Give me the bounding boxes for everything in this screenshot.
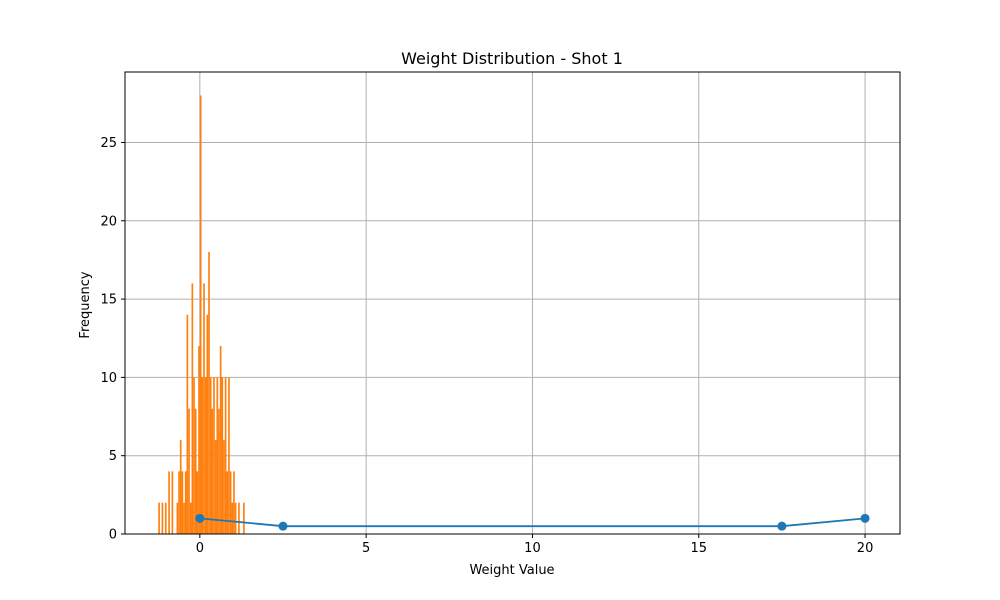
histogram-bar <box>191 283 194 534</box>
y-tick-label: 20 <box>100 214 117 229</box>
series-point <box>195 513 205 523</box>
series-line <box>199 517 866 528</box>
x-tick-label: 10 <box>524 541 541 556</box>
histogram-bar <box>158 502 160 534</box>
histogram-bar <box>188 408 190 534</box>
x-tick-label: 5 <box>362 541 370 556</box>
y-tick-label: 15 <box>100 293 117 308</box>
histogram-bar <box>233 471 235 534</box>
histogram-bar <box>161 502 164 534</box>
histogram-bar <box>179 440 182 534</box>
histogram-bar <box>213 377 215 534</box>
histogram-bar <box>219 346 222 534</box>
histogram-bar <box>231 502 234 534</box>
histogram-bar <box>184 471 187 534</box>
histogram-bar <box>214 440 217 534</box>
histogram-bar <box>204 377 207 534</box>
histogram-bar <box>171 471 174 534</box>
histogram-bar <box>183 502 185 534</box>
histogram-bar <box>186 314 189 534</box>
histogram-bars <box>158 95 245 535</box>
histogram-bar <box>199 95 202 535</box>
x-tick-label: 20 <box>857 541 874 556</box>
histogram-bar <box>208 252 210 535</box>
x-axis-label: Weight Value <box>469 563 554 578</box>
histogram-bar <box>201 377 204 534</box>
histogram-bar <box>164 502 167 534</box>
axis-ticks: 0 5 10 15 20 0 5 10 15 20 25 <box>100 136 873 556</box>
histogram-bar <box>203 283 205 534</box>
histogram-bar <box>216 377 219 534</box>
histogram-bar <box>209 377 212 534</box>
histogram-bar <box>228 377 230 534</box>
histogram-bar <box>243 502 245 534</box>
histogram-bar <box>194 408 197 534</box>
chart-title: Weight Distribution - Shot 1 <box>401 49 623 68</box>
line-series <box>195 513 870 531</box>
series-point <box>777 521 787 531</box>
histogram-bar <box>211 408 214 534</box>
histogram-bar <box>221 377 224 534</box>
histogram-bar <box>189 502 192 534</box>
histogram-bar <box>206 314 209 534</box>
histogram-bar <box>198 346 200 534</box>
y-tick-label: 0 <box>109 528 117 543</box>
series-point <box>278 521 288 531</box>
histogram-bar <box>234 502 237 534</box>
histogram-bar <box>238 502 240 534</box>
histogram-bar <box>223 440 225 534</box>
series-point <box>860 513 870 523</box>
histogram-bar <box>193 377 195 534</box>
histogram-bar <box>178 471 180 534</box>
histogram-bar <box>218 408 220 534</box>
y-tick-label: 25 <box>100 136 117 151</box>
plot-frame <box>124 71 901 535</box>
histogram-bar <box>196 471 199 534</box>
histogram-bar <box>224 377 227 534</box>
y-tick-label: 5 <box>109 449 117 464</box>
histogram-bar <box>181 471 184 534</box>
y-tick-label: 10 <box>100 371 117 386</box>
histogram-bar <box>226 471 229 534</box>
x-tick-label: 15 <box>690 541 707 556</box>
histogram-bar <box>168 471 170 534</box>
histogram-bar <box>176 502 179 534</box>
x-tick-label: 0 <box>196 541 204 556</box>
y-axis-label: Frequency <box>78 271 93 338</box>
histogram-bar <box>229 471 232 534</box>
